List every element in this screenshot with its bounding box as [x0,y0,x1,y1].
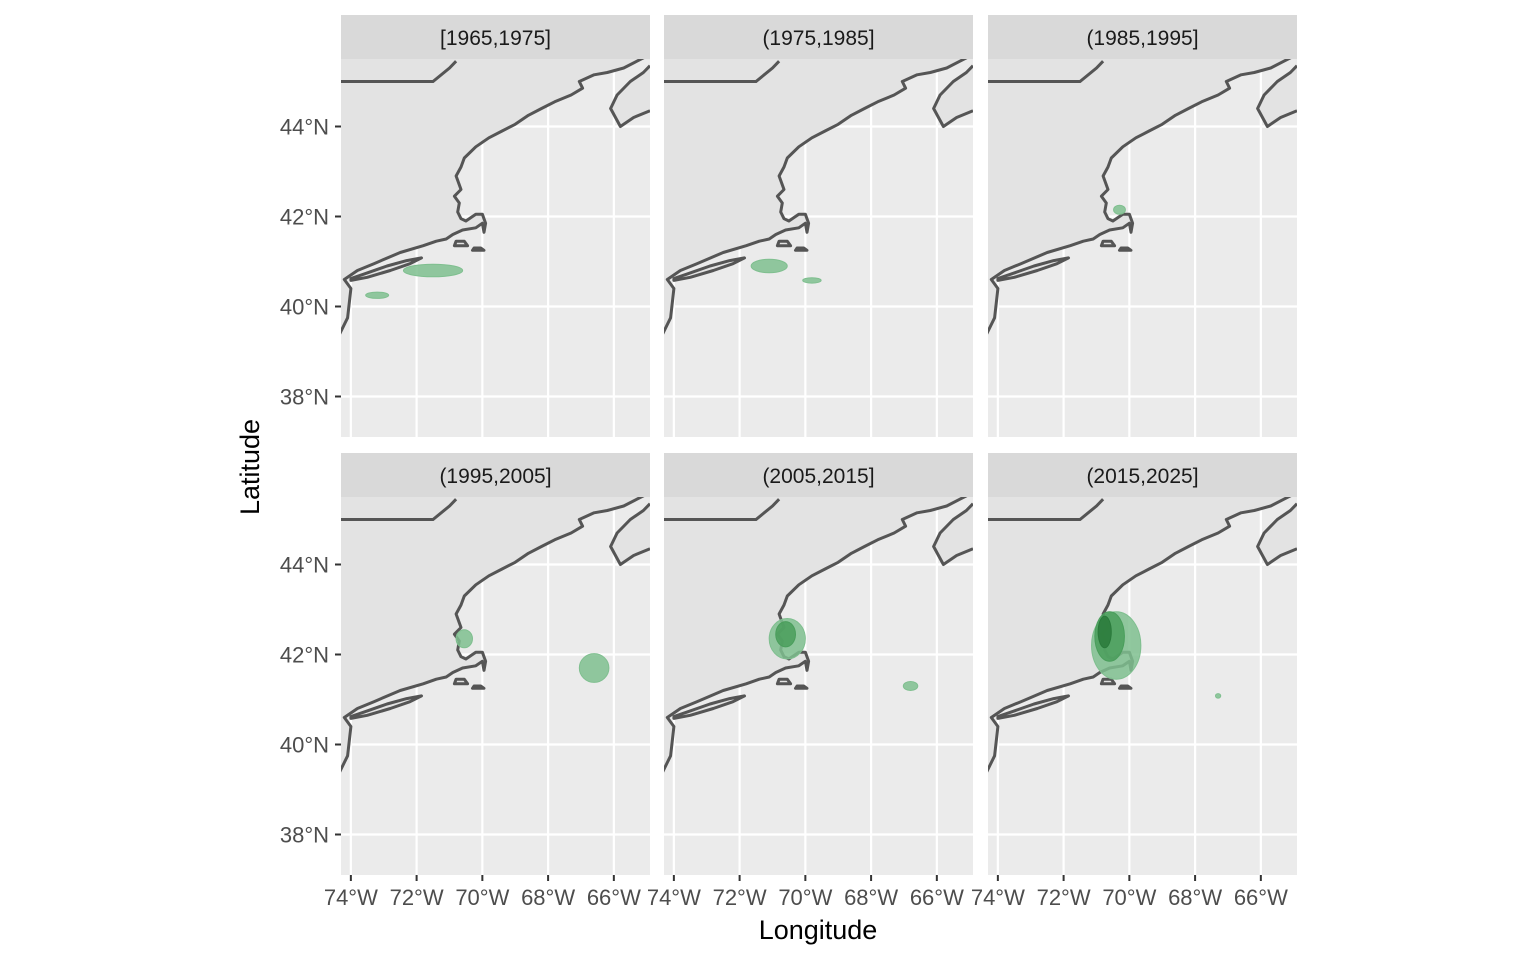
mainland-coastline [341,59,645,335]
density-region [578,653,610,683]
mainland-coastline [341,497,645,773]
mainland-coastline [988,59,1292,335]
nova-scotia-coastline [1256,64,1297,128]
country-border [341,498,458,521]
facet-panels: [1965,1975] 38°N 40°N 42°N 44°N (1975,1985] (1… [280,15,1297,910]
y-tick-label: 38°N [280,823,329,848]
country-border [664,60,781,83]
facet-strip [988,15,1297,59]
long-island [349,694,423,720]
x-tick-label: 68°W [844,885,898,910]
y-tick-label: 40°N [280,295,329,320]
x-tick-label: 74°W [971,885,1025,910]
island [471,246,486,252]
y-tick-label: 42°N [280,643,329,668]
island [452,677,470,686]
facet-panel: [1965,1975] 38°N 40°N 42°N 44°N [280,15,650,437]
facet-strip [341,15,650,59]
x-tick-label: 74°W [324,885,378,910]
x-tick-label: 74°W [647,885,701,910]
nova-scotia-coastline [932,64,973,128]
facet-strip-label: (1995,2005] [439,465,551,488]
density-region [1214,693,1222,699]
island [794,684,809,690]
long-island [996,256,1070,282]
facet-panel: (1995,2005] 38°N 40°N 42°N 44°N 74°W 72°W 70°W 6… [280,453,650,910]
y-tick-label: 40°N [280,733,329,758]
density-region [365,291,390,299]
facet-strip-label: (2015,2025] [1086,465,1198,488]
nova-scotia-coastline [609,502,650,566]
island [1118,684,1133,690]
x-tick-label: 70°W [455,885,509,910]
x-tick-label: 72°W [390,885,444,910]
x-tick-label: 70°W [1102,885,1156,910]
island [794,246,809,252]
density-region [1113,204,1126,215]
long-island [672,694,746,720]
facet-strip-label: (1985,1995] [1086,27,1198,50]
density-region [1097,615,1112,649]
density-region [775,621,796,648]
facet-strip [988,453,1297,497]
long-island [672,256,746,282]
nova-scotia-coastline [1256,502,1297,566]
country-border [664,498,781,521]
island [1099,239,1117,248]
country-border [988,498,1105,521]
y-tick-label: 44°N [280,115,329,140]
facet-panel: (1985,1995] [988,15,1297,437]
island [775,677,793,686]
facet-strip-label: (2005,2015] [762,465,874,488]
island [1099,677,1117,686]
facet-strip [664,15,973,59]
x-tick-label: 70°W [778,885,832,910]
density-region [402,263,464,278]
mainland-coastline [664,59,968,335]
island [775,239,793,248]
x-tick-label: 72°W [713,885,767,910]
facet-strip [664,453,973,497]
island [1118,246,1133,252]
density-region [455,629,473,649]
x-tick-label: 66°W [910,885,964,910]
y-axis-title: Latitude [235,419,265,515]
density-region [902,681,919,691]
island [452,239,470,248]
long-island [349,256,423,282]
facet-strip [341,453,650,497]
facet-panel: (1975,1985] [664,15,973,437]
facet-strip-label: [1965,1975] [440,27,551,50]
x-tick-label: 68°W [1168,885,1222,910]
facet-panel: (2005,2015] 74°W 72°W 70°W 68°W 66°W [647,453,973,910]
x-tick-label: 66°W [587,885,641,910]
y-tick-label: 38°N [280,385,329,410]
y-tick-label: 44°N [280,553,329,578]
y-tick-label: 42°N [280,205,329,230]
country-border [988,60,1105,83]
island [471,684,486,690]
x-tick-label: 72°W [1037,885,1091,910]
nova-scotia-coastline [609,64,650,128]
country-border [341,60,458,83]
x-axis-title: Longitude [759,915,878,945]
long-island [996,694,1070,720]
x-tick-label: 68°W [521,885,575,910]
nova-scotia-coastline [932,502,973,566]
facet-strip-label: (1975,1985] [762,27,874,50]
density-region [802,277,822,284]
facet-panel: (2015,2025] 74°W 72°W 70°W 68°W 66°W [971,453,1297,910]
x-tick-label: 66°W [1234,885,1288,910]
density-region [750,258,788,274]
